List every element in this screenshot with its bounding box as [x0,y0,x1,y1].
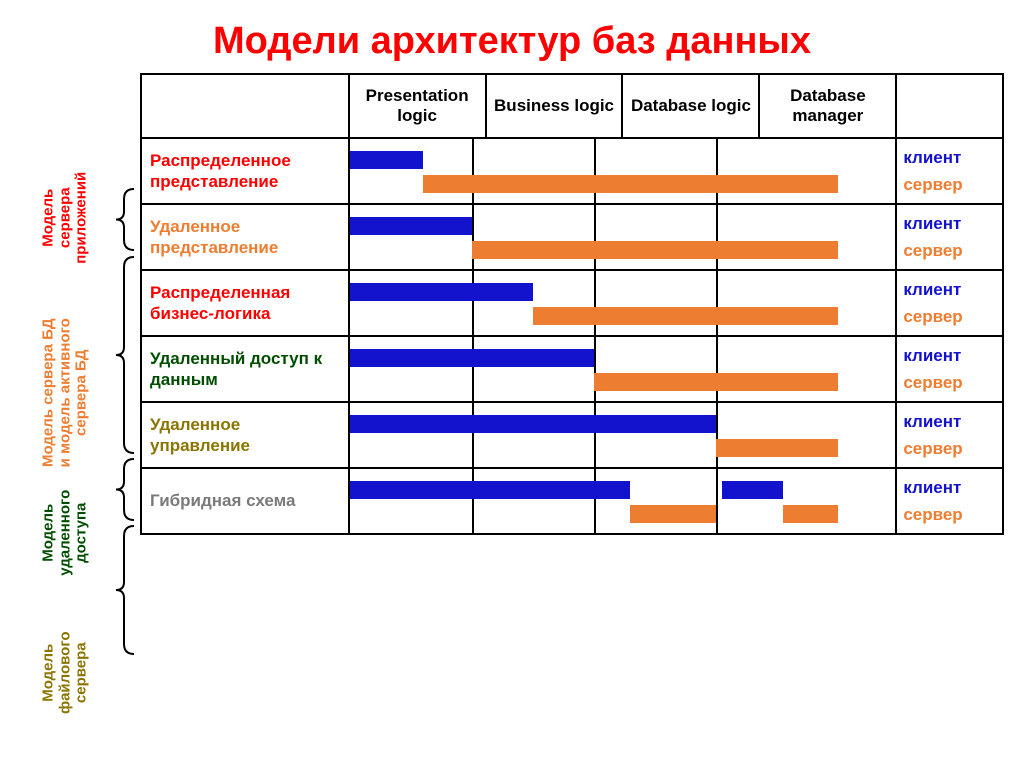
architecture-table: Presentation logicBusiness logicDatabase… [140,73,1004,535]
column-header-1: Presentation logic [349,74,486,138]
server-bar-1 [472,241,838,259]
side-labels-column: Модель сервера приложений Модель сервера … [30,73,140,535]
side-label-2: Модель удаленного доступа [40,468,90,598]
bars-cell-4 [349,402,897,468]
client-label-3: клиент [903,342,996,369]
server-label-1: сервер [903,237,996,264]
column-header-5 [896,74,1003,138]
side-label-3: Модель файлового сервера [40,603,90,743]
row-label-2: Распределенная бизнес-логика [142,276,348,331]
brace-0 [112,187,140,252]
side-label-0: Модель сервера приложений [40,163,90,273]
client-bar-0 [350,151,423,169]
column-header-0 [141,74,349,138]
page-title: Модели архитектур баз данных [0,0,1024,73]
column-header-3: Database logic [622,74,759,138]
server-label-4: сервер [903,435,996,462]
bars-cell-5 [349,468,897,534]
client-bar-2 [350,283,533,301]
server-label-0: сервер [903,171,996,198]
client-label-2: клиент [903,276,996,303]
bars-cell-2 [349,270,897,336]
brace-1 [112,255,140,455]
server-bar-3 [594,373,838,391]
client-bar-3 [350,349,594,367]
row-label-1: Удаленное представление [142,210,348,265]
server-label-5: сервер [903,501,996,528]
server-bar-4 [716,439,838,457]
server-bar2-5 [783,505,838,523]
bars-cell-3 [349,336,897,402]
client-label-4: клиент [903,408,996,435]
client-bar-4 [350,415,716,433]
server-bar-5 [630,505,715,523]
server-bar-0 [423,175,838,193]
client-bar2-5 [722,481,783,499]
column-header-2: Business logic [486,74,623,138]
client-label-1: клиент [903,210,996,237]
client-bar-1 [350,217,472,235]
client-label-5: клиент [903,474,996,501]
server-label-2: сервер [903,303,996,330]
column-header-4: Database manager [759,74,896,138]
row-label-0: Распределенное представление [142,144,348,199]
brace-2 [112,457,140,522]
server-label-3: сервер [903,369,996,396]
row-label-5: Гибридная схема [142,484,348,517]
brace-3 [112,524,140,656]
bars-cell-1 [349,204,897,270]
row-label-4: Удаленное управление [142,408,348,463]
client-label-0: клиент [903,144,996,171]
client-bar-5 [350,481,631,499]
row-label-3: Удаленный доступ к данным [142,342,348,397]
bars-cell-0 [349,138,897,204]
main-diagram: Модель сервера приложений Модель сервера … [0,73,1024,535]
server-bar-2 [533,307,838,325]
side-label-1: Модель сервера БД и модель активного сер… [40,293,90,493]
